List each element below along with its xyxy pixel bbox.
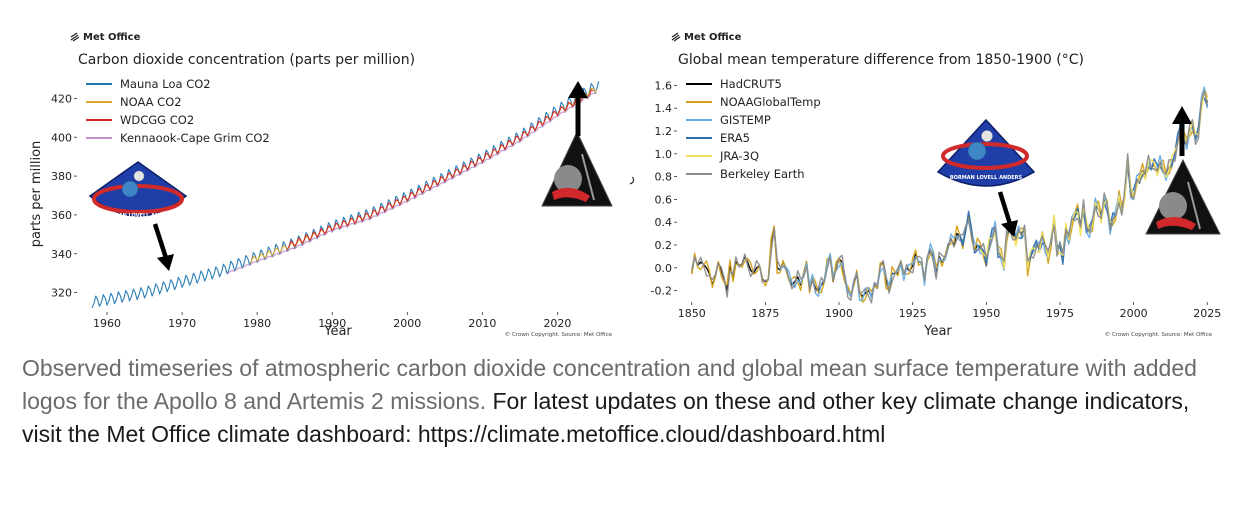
met-office-logo: Met Office xyxy=(70,32,141,43)
apollo-8-arrow xyxy=(997,191,1018,237)
x-tick-label: 2020 xyxy=(543,317,571,330)
y-tick-label: 420 xyxy=(51,92,72,105)
x-tick-label: 2010 xyxy=(468,317,496,330)
legend: HadCRUT5 NOAAGlobalTemp GISTEMP ERA5 JRA-3Q B… xyxy=(686,77,821,181)
x-tick-label: 2000 xyxy=(1120,307,1148,320)
series-lines xyxy=(691,86,1208,304)
x-tick-label: 1900 xyxy=(825,307,853,320)
legend-label: JRA-3Q xyxy=(719,149,759,163)
x-tick-label: 1990 xyxy=(318,317,346,330)
y-tick-label: 1.2 xyxy=(655,125,673,138)
x-axis-label: Year xyxy=(923,324,952,339)
y-tick-label: 360 xyxy=(51,209,72,222)
artemis-2-arrow xyxy=(1172,106,1192,156)
y-tick-label: 340 xyxy=(51,248,72,261)
y-tick-label: 400 xyxy=(51,131,72,144)
y-tick-label: 1.4 xyxy=(655,102,673,115)
temperature-chart: Met Office Global mean temperature diffe… xyxy=(623,32,1222,339)
series-line-kennaook-cape-grim-co2 xyxy=(226,92,598,275)
y-axis-label: parts per million xyxy=(30,141,44,248)
y-axis-label: °C xyxy=(630,176,638,192)
legend-label: Berkeley Earth xyxy=(720,167,805,181)
met-office-brand: Met Office xyxy=(83,32,141,43)
legend-label: NOAA CO2 xyxy=(120,95,182,109)
x-tick-label: 1925 xyxy=(899,307,927,320)
apollo-8-crew-text: BORMAN LOVELL ANDERS xyxy=(102,213,175,219)
caption-dashboard-link[interactable]: For latest updates on these and other ke… xyxy=(22,388,1190,447)
x-tick-label: 1875 xyxy=(751,307,779,320)
legend: Mauna Loa CO2 NOAA CO2 WDCGG CO2 Kennaook-C… xyxy=(86,77,270,145)
legend-label: WDCGG CO2 xyxy=(120,113,194,127)
y-tick-label: 0.2 xyxy=(655,239,673,252)
apollo-8-logo: BORMAN LOVELL ANDERS xyxy=(88,161,188,219)
y-tick-label: -0.2 xyxy=(651,285,672,298)
apollo-8-logo: BORMAN LOVELL ANDERS xyxy=(936,118,1036,187)
copyright-note: © Crown Copyright. Source: Met Office xyxy=(1105,331,1213,338)
x-tick-label: 1975 xyxy=(1046,307,1074,320)
y-tick-label: 0.6 xyxy=(655,193,673,206)
y-tick-label: 380 xyxy=(51,170,72,183)
axes: 1850 1875 1900 1925 1950 1975 2000 2025 -0.2 0.0 0… xyxy=(651,79,1222,320)
copyright-note: © Crown Copyright. Source: Met Office xyxy=(505,331,613,338)
legend-label: NOAAGlobalTemp xyxy=(720,95,821,109)
y-tick-label: 320 xyxy=(51,287,72,300)
x-tick-label: 1950 xyxy=(972,307,1000,320)
x-tick-label: 1980 xyxy=(243,317,271,330)
x-tick-label: 1850 xyxy=(678,307,706,320)
co2-chart-panel: Met Office Carbon dioxide concentration … xyxy=(29,24,630,344)
figure-caption: Observed timeseries of atmospheric carbo… xyxy=(22,352,1232,451)
x-axis-label: Year xyxy=(323,324,352,339)
y-tick-label: 0.4 xyxy=(655,216,673,229)
chart-title: Carbon dioxide concentration (parts per … xyxy=(78,52,415,68)
legend-label: GISTEMP xyxy=(720,113,771,127)
caption-description: Observed timeseries of atmospheric carbo… xyxy=(22,355,1197,414)
met-office-swirl-icon xyxy=(671,32,681,42)
artemis-2-arrow xyxy=(568,81,588,136)
x-tick-label: 2025 xyxy=(1193,307,1221,320)
axes: 1960 1970 1980 1990 2000 2010 2020 320 340 360 380… xyxy=(51,92,571,330)
series-line-wdcgg-co2 xyxy=(286,89,594,250)
legend-label: Kennaook-Cape Grim CO2 xyxy=(120,131,270,145)
y-tick-label: 1.6 xyxy=(655,79,673,92)
apollo-8-crew-text: BORMAN LOVELL ANDERS xyxy=(950,175,1023,181)
temperature-chart-panel: Met Office Global mean temperature diffe… xyxy=(623,24,1230,344)
apollo-8-arrow xyxy=(152,223,174,271)
co2-chart: Met Office Carbon dioxide concentration … xyxy=(29,32,613,339)
artemis-2-logo xyxy=(1145,158,1221,235)
x-tick-label: 1960 xyxy=(93,317,121,330)
met-office-logo: Met Office xyxy=(671,32,742,43)
y-tick-label: 0.8 xyxy=(655,171,673,184)
met-office-swirl-icon xyxy=(70,32,80,42)
y-tick-label: 0.0 xyxy=(655,262,673,275)
legend-label: ERA5 xyxy=(720,131,750,145)
x-tick-label: 2000 xyxy=(393,317,421,330)
series-line-berkeley-earth xyxy=(691,89,1208,304)
chart-title: Global mean temperature difference from … xyxy=(678,52,1084,68)
legend-label: Mauna Loa CO2 xyxy=(120,77,211,91)
series-lines xyxy=(91,81,600,309)
artemis-2-logo xyxy=(541,130,613,207)
met-office-brand: Met Office xyxy=(684,32,742,43)
x-tick-label: 1970 xyxy=(168,317,196,330)
y-tick-label: 1.0 xyxy=(655,148,673,161)
legend-label: HadCRUT5 xyxy=(720,77,782,91)
series-line-noaa-co2 xyxy=(249,87,598,264)
